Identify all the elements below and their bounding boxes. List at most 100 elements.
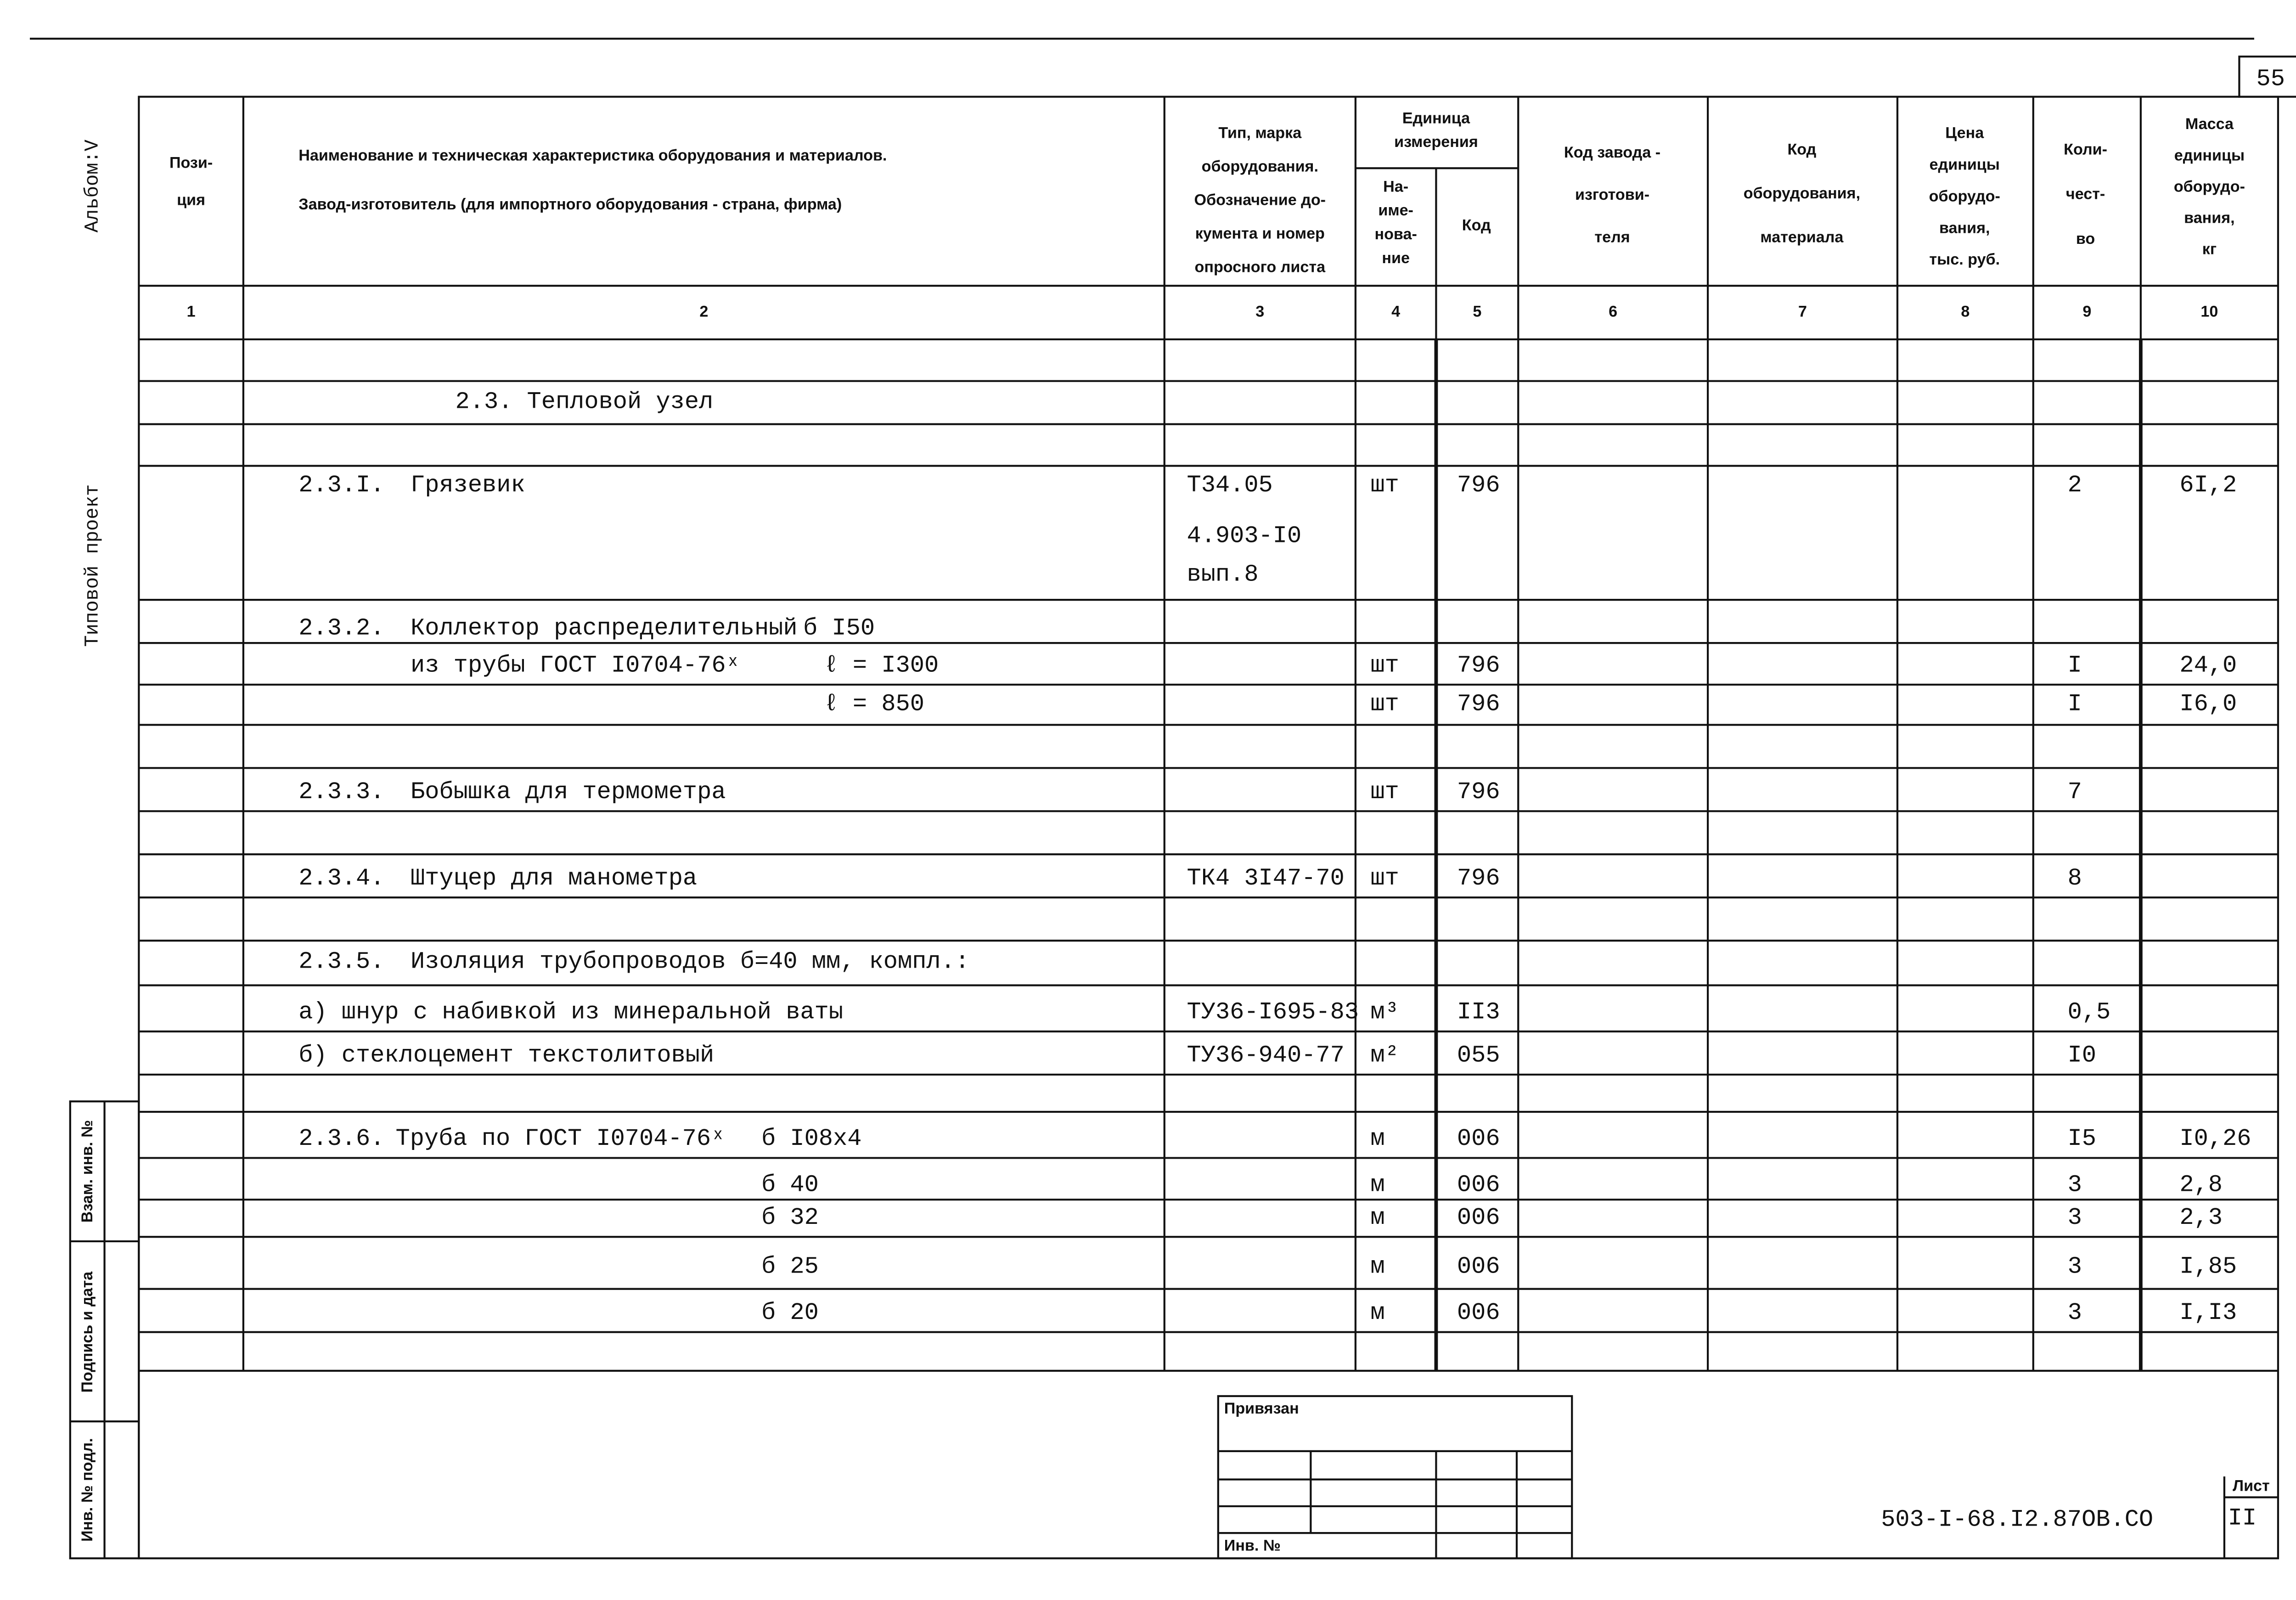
header-text: кумента и номер — [1195, 225, 1325, 242]
header-text: нова- — [1374, 225, 1417, 243]
cell-num: 2.3.I. — [298, 472, 384, 499]
cell-code: 006 — [1457, 1172, 1500, 1199]
cell-name: Коллектор распределительный — [411, 614, 798, 642]
cell-qty: I5 — [2068, 1125, 2096, 1152]
header-text: Завод-изготовитель (для импортного обору… — [298, 196, 842, 213]
header-text: ция — [177, 192, 205, 209]
cell-qty: 2 — [2068, 472, 2082, 499]
column-number: 1 — [187, 303, 196, 321]
cell-name: Бобышка для термометра — [411, 778, 726, 806]
cell-num: 2.3.5. — [298, 948, 384, 975]
cell-dim: ℓ = I300 — [824, 652, 939, 679]
cell-code: 796 — [1457, 652, 1500, 679]
cell-name: Труба по ГОСТ I0704-76ˣ — [396, 1125, 726, 1152]
column-number: 8 — [1961, 303, 1970, 321]
cell-unit: м — [1370, 1253, 1384, 1280]
header-text: вания, — [1939, 219, 1990, 237]
header-text: единицы — [2174, 146, 2245, 164]
cell-num: 2.3.6. — [298, 1125, 384, 1152]
cell-num: 2.3.4. — [298, 865, 384, 892]
cell-name: Грязевик — [411, 472, 525, 499]
cell-qty: 3 — [2068, 1253, 2082, 1280]
header-text: Масса — [2185, 115, 2234, 133]
cell-qty: 3 — [2068, 1172, 2082, 1199]
cell-code: 055 — [1457, 1042, 1500, 1069]
column-number: 4 — [1391, 303, 1400, 321]
header-text: Код завода - — [1564, 144, 1660, 161]
cell-qty: I — [2068, 652, 2082, 679]
cell-code: 796 — [1457, 691, 1500, 718]
cell-unit: шт — [1370, 472, 1399, 499]
cell-unit: шт — [1370, 691, 1399, 718]
column-number: 2 — [699, 303, 708, 321]
cell-item: а) шнур с набивкой из минеральной ваты — [298, 999, 843, 1026]
cell-code: 006 — [1457, 1204, 1500, 1231]
cell-doc: ТУ36-I695-83 — [1187, 999, 1359, 1026]
header-text: ние — [1382, 249, 1410, 267]
side-stamp: Инв. № подл. — [79, 1438, 96, 1542]
column-number: 3 — [1255, 303, 1264, 321]
cell-dim: б I08x4 — [761, 1125, 861, 1152]
column-number: 9 — [2082, 303, 2091, 321]
cell-code: 796 — [1457, 865, 1500, 892]
cell-dim: ℓ = 850 — [824, 691, 924, 718]
header-text: Цена — [1945, 124, 1984, 142]
cell-mass: 2,3 — [2179, 1204, 2223, 1231]
cell-unit: м — [1370, 1125, 1384, 1152]
album: Альбом:V — [82, 139, 104, 232]
cell-doc: ТК4 3I47-70 — [1187, 865, 1345, 892]
column-number: 10 — [2200, 303, 2218, 321]
cell-unit: м² — [1370, 1042, 1399, 1069]
header-text: Коли- — [2064, 141, 2107, 158]
cell-qty: 3 — [2068, 1299, 2082, 1326]
designation: 503-I-68.I2.87ОВ.СО — [1881, 1506, 2153, 1533]
frame — [30, 38, 2296, 1560]
cell-unit: шт — [1370, 652, 1399, 679]
cell-code: 006 — [1457, 1253, 1500, 1280]
cell-code: 796 — [1457, 778, 1500, 806]
header-text: изготови- — [1575, 186, 1649, 203]
cell-mass: 24,0 — [2179, 652, 2237, 679]
stamp-bound: Привязан — [1224, 1400, 1299, 1417]
cell-dim: б I50 — [803, 614, 875, 642]
cell-qty: 0,5 — [2068, 999, 2111, 1026]
cell-mass: I,85 — [2179, 1253, 2237, 1280]
cell-title: 2.3. Тепловой узел — [456, 389, 714, 416]
cell-unit: шт — [1370, 778, 1399, 806]
project: Типовой проект — [82, 485, 104, 647]
cell-unit: м³ — [1370, 999, 1399, 1026]
cell-unit: м — [1370, 1172, 1384, 1199]
cell-doc: вып.8 — [1187, 561, 1259, 588]
header-text: чест- — [2066, 186, 2105, 203]
side-stamp: Подпись и дата — [79, 1271, 96, 1393]
header-text: Код — [1787, 141, 1816, 158]
header-text: тыс. руб. — [1929, 251, 2000, 268]
header-text: вания, — [2184, 209, 2235, 226]
header-text: На- — [1383, 178, 1408, 195]
header-text: оборудо- — [2174, 178, 2245, 195]
cell-unit: м — [1370, 1299, 1384, 1326]
cell-mass: I,I3 — [2179, 1299, 2237, 1326]
cell-mass: 2,8 — [2179, 1172, 2223, 1199]
header-text: оборудования. — [1202, 158, 1318, 175]
content: Пози-ция Наименование и техническая харак… — [79, 66, 2285, 1555]
column-number: 6 — [1609, 303, 1617, 321]
cell-code: 006 — [1457, 1125, 1500, 1152]
header-text: име- — [1378, 202, 1413, 219]
page-number: 55 — [2256, 66, 2285, 93]
cell-num: 2.3.3. — [298, 778, 384, 806]
header-text: оборудования, — [1744, 185, 1860, 202]
header-text: Обозначение до- — [1194, 192, 1326, 209]
cell-mass: 6I,2 — [2179, 472, 2237, 499]
cell-code: II3 — [1457, 999, 1500, 1026]
cell-doc: Т34.05 — [1187, 472, 1273, 499]
header-text: теля — [1594, 229, 1630, 246]
header-text: Наименование и техническая характеристик… — [298, 146, 887, 164]
cell-name: Штуцер для манометра — [411, 865, 697, 892]
cell-qty: I0 — [2068, 1042, 2096, 1069]
header-text: единицы — [1930, 156, 2000, 174]
cell-num: 2.3.2. — [298, 614, 384, 642]
cell-name: Изоляция трубопроводов б=40 мм, компл.: — [411, 948, 969, 975]
header-text: материала — [1760, 229, 1844, 246]
